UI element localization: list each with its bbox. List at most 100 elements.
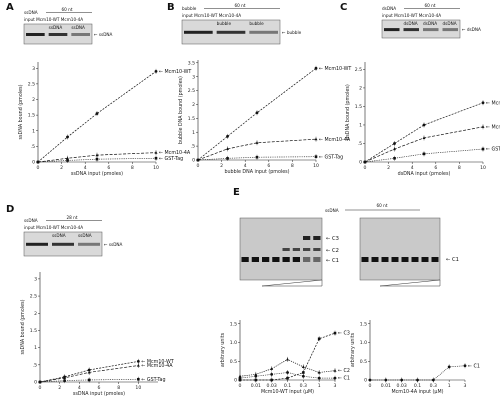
series-label: ← C1	[468, 363, 480, 369]
data-point	[226, 134, 229, 138]
data-point	[255, 155, 259, 159]
x-axis-title: dsDNA input (pmoles)	[398, 171, 451, 177]
data-point	[393, 147, 396, 151]
substrate-label: ssDNA	[24, 10, 38, 15]
data-point	[95, 112, 99, 115]
data-point	[66, 159, 69, 162]
y-tick-label: 0	[192, 158, 195, 164]
y-tick-label: 2.5	[188, 88, 195, 94]
x-tick-label: 8	[117, 385, 120, 391]
data-point	[393, 142, 396, 145]
data-point	[270, 372, 274, 376]
band	[442, 28, 458, 32]
x-tick-label: 2	[220, 163, 223, 169]
series-line	[37, 157, 157, 163]
x-tick-label: 0.1	[414, 383, 421, 389]
band	[52, 242, 74, 246]
y-tick-label: 3	[192, 74, 195, 80]
y-tick-label: .5	[358, 141, 362, 147]
series-mcm10-wt: ← Mcm10-WT	[36, 68, 191, 164]
y-tick-label: 1	[359, 123, 362, 129]
lane-label: ssDNA	[71, 25, 85, 30]
y-tick-label: 1	[32, 128, 35, 134]
data-point	[301, 374, 305, 378]
x-tick-label: 0.03	[267, 383, 277, 389]
x-tick-label: 2	[58, 385, 61, 391]
lane-label: bubble	[217, 21, 232, 26]
y-axis-title: ssDNA bound (pmoles)	[18, 84, 24, 139]
series-gst-tag: ← GST-Tag	[38, 376, 166, 384]
series-line	[37, 152, 157, 163]
data-point	[286, 357, 289, 361]
series-c1: ← C1	[368, 363, 480, 383]
series-label: ← Mcm10-4A	[141, 363, 173, 369]
y-tick-label: 0	[359, 160, 362, 166]
lane-header: input Mcm10-WT Mcm10-4A	[182, 13, 241, 18]
data-point	[317, 370, 321, 374]
series-c3: ← C3	[238, 330, 350, 383]
band-label: ← bubble	[282, 30, 302, 35]
band	[249, 30, 278, 34]
data-point	[447, 365, 451, 369]
axis-lines	[364, 62, 483, 163]
band	[423, 28, 439, 32]
y-tick-label: 1.5	[360, 321, 367, 327]
x-tick-label: 0.01	[251, 383, 261, 389]
data-point	[36, 160, 40, 164]
y-tick-label: 2.5	[355, 67, 362, 73]
data-point	[422, 123, 426, 127]
x-tick-label: 0	[239, 383, 242, 389]
substrate-label: ssDNA	[325, 208, 339, 213]
band-c1	[411, 257, 419, 262]
band-c1	[303, 257, 311, 262]
x-tick-label: 0	[37, 165, 40, 171]
data-point	[422, 136, 426, 140]
data-point	[317, 337, 321, 341]
y-tick-label: .5	[33, 362, 37, 368]
gel-inset-b: bubble 60 nt input Mcm10-WT Mcm10-4A bubble…	[181, 3, 302, 45]
y-tick-label: 3	[34, 276, 37, 282]
band-c1	[292, 257, 300, 262]
data-point	[66, 135, 69, 139]
y-tick-label: 1.5	[355, 104, 362, 110]
x-tick-label: 0	[197, 163, 200, 169]
series-gst-tag: ← GST-Tag	[196, 154, 343, 162]
band-c1	[431, 257, 439, 262]
x-tick-label: 3	[334, 383, 337, 389]
lane-header: input Mcm10-WT Mcm10-4A	[24, 225, 83, 230]
data-point	[314, 137, 318, 141]
lane-label: dsDNA	[443, 21, 457, 26]
substrate-label: ssDNA	[24, 218, 38, 223]
chart-e-right: 0 0.01 0.03 0.1 0.3 1 3 0 0.5 1.0 1.5 Mcm10-4A inpu…	[350, 320, 480, 395]
data-point	[87, 370, 91, 374]
band-c2	[282, 248, 290, 251]
lane-header: input Mcm10-WT Mcm10-4A	[24, 17, 83, 22]
lane-label: dsDNA	[423, 21, 437, 26]
band-c2	[292, 248, 300, 251]
x-tick-label: 4	[84, 165, 87, 171]
data-point	[393, 156, 396, 160]
data-point	[238, 374, 242, 378]
y-tick-label: 1.5	[230, 321, 237, 327]
y-tick-label: 0	[364, 378, 367, 384]
data-point	[314, 155, 318, 158]
y-tick-label: .5	[191, 144, 195, 150]
series-line	[197, 156, 317, 161]
series-label: ← Mcm10-4A	[159, 150, 191, 156]
x-tick-label: 6	[267, 163, 270, 169]
y-tick-label: 2.5	[30, 294, 37, 300]
substrate-length: 60 nt	[425, 3, 436, 8]
x-tick-label: 1	[448, 383, 451, 389]
gel-image-left	[239, 217, 323, 281]
x-tick-label: 8	[131, 165, 134, 171]
y-axis-title: ssDNA bound (pmoles)	[20, 299, 26, 354]
panel-letter-e: E	[233, 187, 240, 198]
concentration-wedge	[261, 279, 323, 287]
data-point	[384, 378, 388, 382]
y-axis-title: arbitrary units	[220, 332, 226, 367]
data-point	[314, 66, 318, 70]
x-tick-label: 2	[60, 165, 63, 171]
lane-label: bubble	[249, 21, 264, 26]
